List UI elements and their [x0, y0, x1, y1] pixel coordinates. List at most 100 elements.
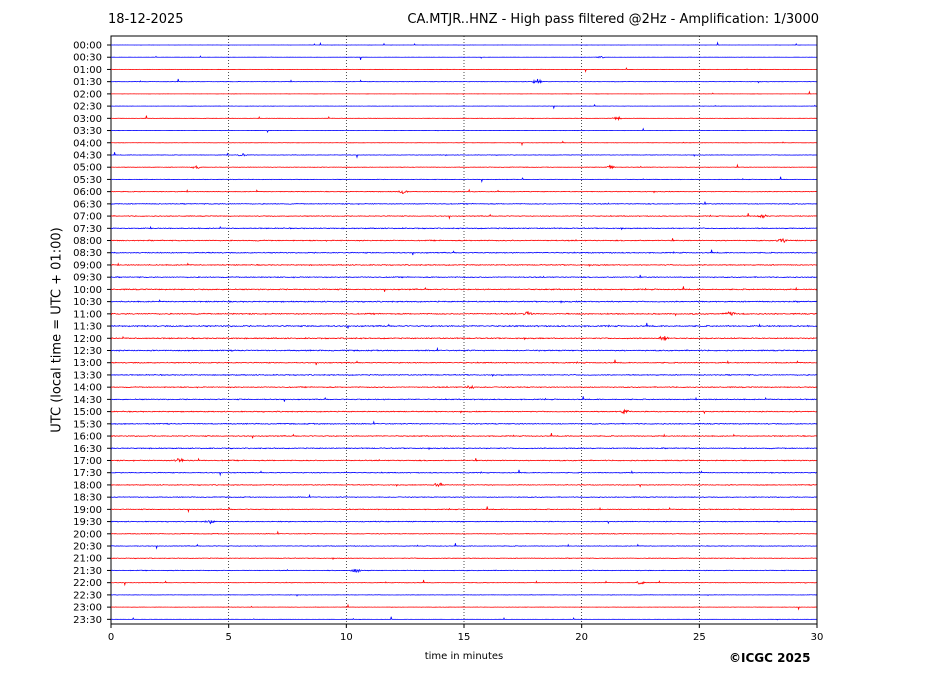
- y-tick-label: 19:00: [73, 505, 102, 516]
- trace-2230: [110, 594, 817, 597]
- trace-0230: [110, 103, 817, 110]
- y-tick-label: 12:30: [73, 346, 102, 357]
- x-tick-label: 15: [458, 632, 471, 643]
- y-tick-label: 15:30: [73, 419, 102, 430]
- trace-0500: [110, 163, 817, 170]
- y-tick-label: 16:30: [73, 444, 102, 455]
- trace-0300: [110, 115, 817, 122]
- trace-0730: [110, 225, 817, 231]
- y-tick-label: 14:30: [73, 395, 102, 406]
- trace-2300: [110, 603, 817, 611]
- x-tick-label: 30: [811, 632, 824, 643]
- y-tick-label: 06:30: [73, 199, 102, 210]
- trace-0430: [110, 152, 817, 159]
- y-tick-label: 22:30: [73, 590, 102, 601]
- trace-2100: [111, 557, 817, 561]
- trace-1830: [110, 493, 817, 499]
- trace-1300: [110, 359, 817, 366]
- trace-1630: [110, 447, 817, 451]
- trace-2200: [110, 579, 817, 587]
- y-tick-label: 03:30: [73, 126, 102, 137]
- y-tick-label: 04:00: [73, 138, 102, 149]
- trace-0330: [110, 127, 817, 134]
- y-tick-label: 08:00: [73, 236, 102, 247]
- trace-0100: [110, 67, 817, 73]
- y-tick-label: 11:00: [73, 309, 102, 320]
- y-tick-label: 17:30: [73, 468, 102, 479]
- y-tick-label: 17:00: [73, 456, 102, 467]
- y-tick-label: 09:30: [73, 273, 102, 284]
- y-tick-label: 07:30: [73, 224, 102, 235]
- trace-2030: [110, 543, 817, 550]
- trace-1430: [110, 396, 817, 402]
- trace-1130: [110, 322, 817, 329]
- trace-2000: [110, 530, 817, 535]
- trace-1900: [110, 506, 817, 514]
- trace-0130: [110, 78, 817, 84]
- y-tick-label: 16:00: [73, 432, 102, 443]
- x-tick-label: 25: [693, 632, 706, 643]
- trace-0400: [110, 140, 817, 147]
- trace-0600: [110, 188, 817, 194]
- trace-0030: [111, 55, 817, 61]
- y-tick-label: 18:30: [73, 493, 102, 504]
- y-tick-label: 21:00: [73, 554, 102, 565]
- y-tick-label: 23:30: [73, 615, 102, 626]
- y-tick-label: 07:00: [73, 212, 102, 223]
- trace-1730: [111, 469, 817, 477]
- trace-0900: [110, 262, 817, 267]
- y-tick-label: 09:00: [73, 260, 102, 271]
- y-tick-label: 11:30: [73, 322, 102, 333]
- y-tick-label: 14:00: [73, 383, 102, 394]
- y-tick-label: 15:00: [73, 407, 102, 418]
- trace-0000: [110, 41, 817, 46]
- y-tick-label: 23:00: [73, 603, 102, 614]
- y-tick-label: 20:00: [73, 529, 102, 540]
- y-tick-label: 10:30: [73, 297, 102, 308]
- x-tick-label: 0: [108, 632, 114, 643]
- trace-2130: [110, 568, 817, 574]
- y-tick-label: 04:30: [73, 150, 102, 161]
- y-tick-label: 19:30: [73, 517, 102, 528]
- trace-1400: [110, 384, 817, 390]
- y-tick-label: 20:30: [73, 542, 102, 553]
- trace-0830: [110, 249, 817, 256]
- trace-0200: [110, 90, 817, 96]
- y-tick-label: 13:30: [73, 370, 102, 381]
- y-tick-label: 00:30: [73, 53, 102, 64]
- trace-1330: [110, 373, 817, 377]
- trace-1930: [110, 520, 817, 525]
- y-tick-label: 02:30: [73, 102, 102, 113]
- trace-0930: [110, 274, 817, 279]
- y-tick-label: 02:00: [73, 89, 102, 100]
- trace-1030: [110, 299, 817, 304]
- y-tick-label: 05:30: [73, 175, 102, 186]
- chart-title: CA.MTJR..HNZ - High pass filtered @2Hz -…: [407, 12, 819, 27]
- trace-1800: [110, 482, 817, 488]
- x-tick-label: 5: [225, 632, 231, 643]
- x-tick-label: 10: [340, 632, 353, 643]
- trace-1230: [110, 346, 817, 352]
- trace-1200: [110, 335, 817, 342]
- trace-1700: [110, 457, 817, 463]
- y-tick-label: 21:30: [73, 566, 102, 577]
- y-tick-label: 00:00: [73, 41, 102, 52]
- y-tick-label: 06:00: [73, 187, 102, 198]
- y-tick-label: 01:30: [73, 77, 102, 88]
- y-tick-label: 12:00: [73, 334, 102, 345]
- trace-1600: [110, 432, 817, 439]
- y-tick-label: 03:00: [73, 114, 102, 125]
- y-tick-label: 08:30: [73, 248, 102, 259]
- trace-0700: [110, 213, 817, 220]
- trace-2330: [110, 616, 817, 621]
- trace-1000: [110, 286, 817, 292]
- trace-0800: [110, 237, 817, 244]
- trace-1100: [110, 311, 817, 317]
- y-tick-label: 05:00: [73, 163, 102, 174]
- y-tick-label: 22:00: [73, 578, 102, 589]
- x-axis-label: time in minutes: [424, 651, 504, 662]
- trace-0530: [110, 176, 817, 184]
- y-tick-label: 13:00: [73, 358, 102, 369]
- trace-1500: [110, 408, 817, 415]
